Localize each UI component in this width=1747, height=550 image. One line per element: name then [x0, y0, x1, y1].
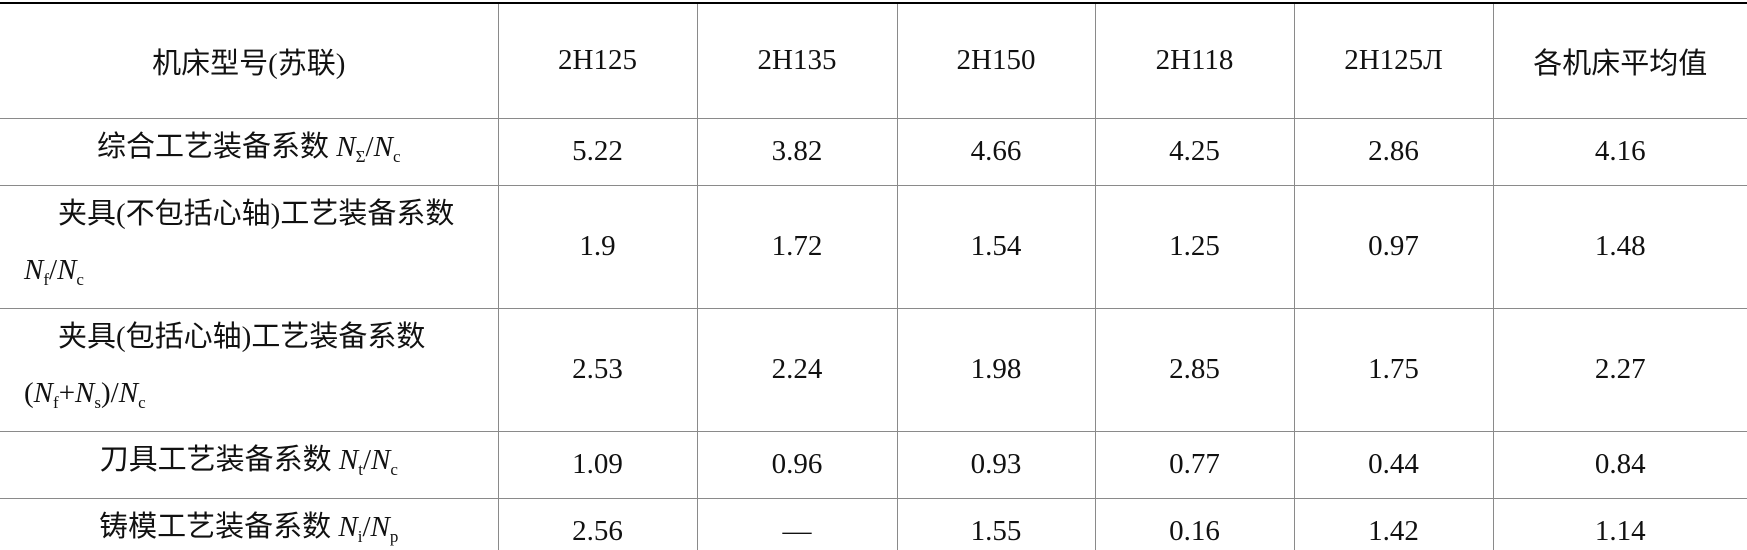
row-label: 夹具(不包括心轴)工艺装备系数 Nf/Nc: [0, 184, 499, 309]
value-cell: 5.22: [497, 117, 698, 186]
row-label: 刀具工艺装备系数 Nt/Nc: [0, 430, 499, 499]
value-cell: 0.84: [1492, 430, 1747, 499]
header-cell: 2H150: [896, 2, 1096, 119]
value-cell: 2.86: [1293, 117, 1494, 186]
row-label: 夹具(包括心轴)工艺装备系数(Nf+Ns)/Nc: [0, 307, 499, 432]
value-cell: 2.85: [1094, 307, 1295, 432]
symbol: N: [33, 376, 54, 409]
value-cell: 1.54: [896, 184, 1096, 309]
value-cell: 0.96: [696, 430, 898, 499]
header-cell: 机床型号(苏联): [0, 2, 499, 119]
table-body: 综合工艺装备系数 NΣ/Nc 5.22 3.82 4.66 4.25 2.86 4.16 夹具…: [0, 117, 1747, 550]
subscript: c: [390, 459, 398, 479]
symbol: N: [336, 130, 356, 163]
header-cell: 2H118: [1094, 2, 1295, 119]
value-cell: 2.56: [497, 497, 698, 550]
subscript: c: [76, 269, 84, 289]
value-cell: 1.9: [497, 184, 698, 309]
value-cell: 1.75: [1293, 307, 1494, 432]
label-text: )/: [101, 376, 119, 409]
value-cell: 1.25: [1094, 184, 1295, 309]
symbol: N: [338, 510, 358, 543]
symbol: N: [371, 443, 391, 476]
value-cell: 0.93: [896, 430, 1096, 499]
symbol: N: [370, 510, 390, 543]
row-label: 铸模工艺装备系数 Ni/Np: [0, 497, 499, 550]
value-cell: 0.97: [1293, 184, 1494, 309]
value-cell: 2.27: [1492, 307, 1747, 432]
symbol: N: [75, 376, 95, 409]
value-cell: 1.42: [1293, 497, 1494, 550]
subscript: f: [53, 392, 59, 412]
header-cell: 2H125Л: [1293, 2, 1494, 119]
label-text: 夹具(包括心轴)工艺装备系数(: [24, 320, 426, 409]
value-cell: 4.16: [1492, 117, 1747, 186]
subscript: f: [43, 269, 50, 289]
value-cell: 1.55: [896, 497, 1096, 550]
label-text: 综合工艺装备系数: [97, 130, 337, 163]
subscript: s: [94, 392, 102, 412]
table-row: 夹具(不包括心轴)工艺装备系数 Nf/Nc 1.9 1.72 1.54 1.25 0.97…: [0, 184, 1747, 309]
symbol: N: [118, 376, 139, 409]
table-row: 刀具工艺装备系数 Nt/Nc 1.09 0.96 0.93 0.77 0.44 0.84: [0, 430, 1747, 499]
label-text: /: [365, 130, 374, 163]
value-cell: —: [696, 497, 898, 550]
header-cell: 2H135: [696, 2, 898, 119]
subscript: p: [389, 526, 399, 546]
table-row: 综合工艺装备系数 NΣ/Nc 5.22 3.82 4.66 4.25 2.86 4.16: [0, 117, 1747, 186]
value-cell: 1.72: [696, 184, 898, 309]
symbol: N: [24, 253, 44, 286]
value-cell: 4.25: [1094, 117, 1295, 186]
label-text: /: [362, 443, 371, 476]
table-row: 夹具(包括心轴)工艺装备系数(Nf+Ns)/Nc 2.53 2.24 1.98 2.85…: [0, 307, 1747, 432]
value-cell: 1.09: [497, 430, 698, 499]
label-text: 铸模工艺装备系数: [99, 510, 339, 543]
row-label: 综合工艺装备系数 NΣ/Nc: [0, 117, 499, 186]
value-cell: 4.66: [896, 117, 1096, 186]
subscript: Σ: [355, 146, 366, 166]
label-text: 夹具(不包括心轴)工艺装备系数: [58, 197, 455, 230]
label-text: /: [49, 253, 58, 286]
symbol: N: [373, 130, 393, 163]
subscript: c: [138, 392, 146, 412]
value-cell: 0.44: [1293, 430, 1494, 499]
value-cell: 0.77: [1094, 430, 1295, 499]
header-cell: 2H125: [497, 2, 698, 119]
value-cell: 2.24: [696, 307, 898, 432]
value-cell: 3.82: [696, 117, 898, 186]
table-row: 铸模工艺装备系数 Ni/Np 2.56—1.55 0.16 1.42 1.14: [0, 497, 1747, 550]
value-cell: 1.48: [1492, 184, 1747, 309]
header-cell: 各机床平均值: [1492, 2, 1747, 119]
subscript: t: [358, 459, 363, 479]
label-text: 刀具工艺装备系数: [99, 443, 339, 476]
subscript: i: [357, 526, 363, 546]
subscript: c: [392, 146, 401, 166]
header-row: 机床型号(苏联) 2H125 2H135 2H150 2H118 2H125Л 各机床平均值: [0, 2, 1747, 119]
value-cell: 2.53: [497, 307, 698, 432]
table-header: 机床型号(苏联) 2H125 2H135 2H150 2H118 2H125Л 各机床平均值: [0, 2, 1747, 119]
symbol: N: [57, 253, 77, 286]
value-cell: 1.98: [896, 307, 1096, 432]
label-text: /: [362, 510, 371, 543]
value-cell: 0.16: [1094, 497, 1295, 550]
symbol: N: [338, 443, 359, 476]
value-cell: 1.14: [1492, 497, 1747, 550]
label-text: +: [58, 376, 76, 409]
